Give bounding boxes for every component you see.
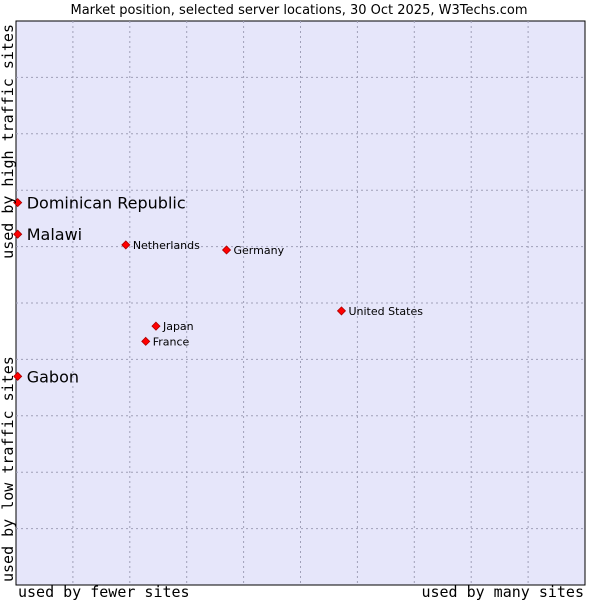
chart-title: Market position, selected server locatio… xyxy=(70,3,527,18)
point-marker-dominican-republic xyxy=(13,198,23,208)
point-marker-malawi xyxy=(13,229,23,239)
x-axis-label-high: used by many sites xyxy=(421,583,584,600)
point-label-united-states: United States xyxy=(348,305,423,318)
grid xyxy=(16,21,585,585)
data-points: Dominican Republic Malawi Netherlands Germa… xyxy=(13,194,423,386)
x-axis-label-low: used by fewer sites xyxy=(18,583,190,600)
point-label-japan: Japan xyxy=(162,320,194,333)
point-marker-germany xyxy=(221,245,232,255)
point-marker-france xyxy=(141,336,151,346)
y-axis-label-high: used by high traffic sites xyxy=(0,24,17,259)
point-marker-netherlands xyxy=(121,240,131,250)
point-marker-united-states xyxy=(336,306,347,316)
point-label-france: France xyxy=(153,335,190,348)
point-label-germany: Germany xyxy=(234,244,285,257)
point-marker-japan xyxy=(151,321,161,331)
point-label-malawi: Malawi xyxy=(27,225,82,244)
y-axis-label-low: used by low traffic sites xyxy=(0,356,17,582)
point-label-gabon: Gabon xyxy=(27,367,79,386)
point-label-dominican-republic: Dominican Republic xyxy=(27,194,186,213)
point-label-netherlands: Netherlands xyxy=(133,239,200,252)
point-marker-gabon xyxy=(13,371,23,381)
